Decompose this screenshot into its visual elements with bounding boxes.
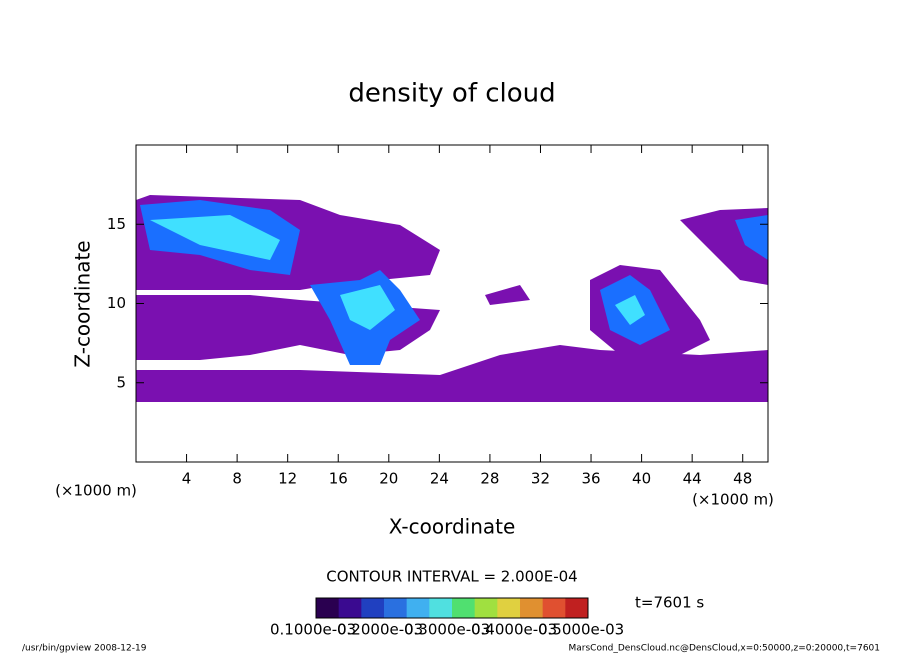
x-tick-label: 32 bbox=[531, 470, 550, 488]
colorbar-segment bbox=[452, 598, 476, 618]
cloud-region bbox=[136, 345, 768, 402]
footer-left: /usr/bin/gpview 2008-12-19 bbox=[22, 644, 147, 654]
footer-right: MarsCond_DensCloud.nc@DensCloud,x=0:5000… bbox=[569, 644, 881, 654]
colorbar-segment bbox=[316, 598, 340, 618]
x-tick-label: 20 bbox=[379, 470, 398, 488]
colorbar-segment bbox=[542, 598, 566, 618]
colorbar-frame bbox=[315, 597, 589, 619]
x-tick-label: 48 bbox=[733, 470, 752, 488]
colorbar-segment bbox=[338, 598, 362, 618]
cloud-field bbox=[136, 195, 768, 402]
colorbar-segment bbox=[384, 598, 408, 618]
colorbar-label: 0.1000e-03 bbox=[270, 621, 356, 639]
colorbar-segment bbox=[474, 598, 498, 618]
y-tick-label: 10 bbox=[107, 294, 126, 312]
x-unit: (×1000 m) bbox=[692, 491, 774, 509]
cloud-core bbox=[735, 215, 768, 260]
x-tick-label: 44 bbox=[683, 470, 702, 488]
x-tick-label: 8 bbox=[232, 470, 242, 488]
colorbar-segment bbox=[520, 598, 544, 618]
y-tick-label: 5 bbox=[116, 373, 126, 391]
x-axis-label: X-coordinate bbox=[389, 515, 516, 539]
colorbar-label: 0.2000e-03 bbox=[337, 621, 423, 639]
colorbar-label: 0.4000e-03 bbox=[471, 621, 557, 639]
time-label: t=7601 s bbox=[635, 594, 704, 612]
y-unit: (×1000 m) bbox=[55, 482, 137, 500]
y-tick-label: 15 bbox=[107, 215, 126, 233]
contour-interval: CONTOUR INTERVAL = 2.000E-04 bbox=[326, 568, 577, 586]
colorbar-label: 0.5000e-03 bbox=[538, 621, 624, 639]
x-tick-label: 4 bbox=[182, 470, 192, 488]
y-axis-label: Z-coordinate bbox=[71, 240, 95, 367]
x-tick-label: 24 bbox=[430, 470, 449, 488]
colorbar-segment bbox=[429, 598, 453, 618]
cloud-core bbox=[340, 285, 395, 330]
x-tick-label: 36 bbox=[581, 470, 600, 488]
colorbar bbox=[316, 598, 589, 618]
colorbar-segment bbox=[565, 598, 589, 618]
colorbar-segment bbox=[361, 598, 385, 618]
cloud-core bbox=[615, 295, 645, 325]
x-tick-label: 16 bbox=[329, 470, 348, 488]
colorbar-segment bbox=[497, 598, 521, 618]
x-tick-label: 40 bbox=[632, 470, 651, 488]
colorbar-segment bbox=[406, 598, 430, 618]
x-tick-label: 12 bbox=[278, 470, 297, 488]
chart-title: density of cloud bbox=[348, 79, 555, 109]
x-tick-label: 28 bbox=[480, 470, 499, 488]
colorbar-label: 0.3000e-03 bbox=[404, 621, 490, 639]
cloud-region bbox=[485, 285, 530, 305]
cloud-core bbox=[150, 215, 280, 260]
